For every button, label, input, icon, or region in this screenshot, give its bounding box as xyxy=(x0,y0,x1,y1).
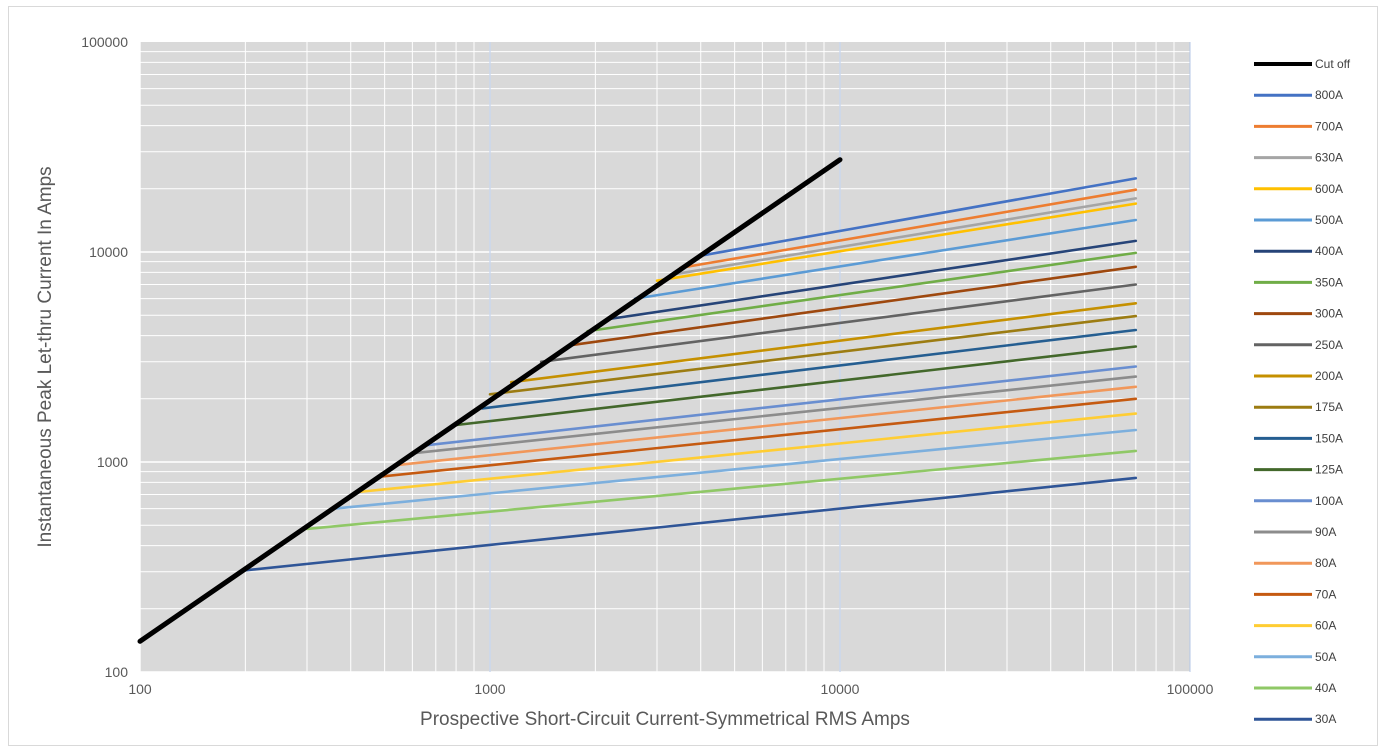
series-line-80a xyxy=(397,385,1138,467)
legend-label: 300A xyxy=(1315,307,1343,321)
legend-label: 500A xyxy=(1315,213,1343,227)
series-line-500a xyxy=(633,218,1138,300)
series-line-200a xyxy=(509,301,1138,384)
series-line-300a xyxy=(569,265,1138,347)
legend-label: 90A xyxy=(1315,525,1336,539)
series-line-800a xyxy=(699,177,1138,257)
series-line-60a xyxy=(356,412,1138,494)
x-axis-title: Prospective Short-Circuit Current-Symmet… xyxy=(420,709,910,730)
legend-label: 250A xyxy=(1315,338,1343,352)
legend-label: 50A xyxy=(1315,650,1336,664)
series-line-40a xyxy=(305,449,1138,531)
legend-label: 350A xyxy=(1315,275,1343,289)
x-tick-label: 100000 xyxy=(1167,681,1214,697)
tick-labels: 100 1000 10000 100000 100 1000 10000 100000 xyxy=(81,34,1213,697)
series-line-700a xyxy=(679,188,1138,270)
legend-label: 400A xyxy=(1315,244,1343,258)
legend-label: 125A xyxy=(1315,463,1343,477)
chart-frame: 100 1000 10000 100000 100 1000 10000 100000 Pro… xyxy=(8,6,1378,746)
legend-label: 60A xyxy=(1315,619,1336,633)
chart-svg: 100 1000 10000 100000 100 1000 10000 100000 Pro… xyxy=(35,34,1351,730)
y-tick-label: 100 xyxy=(105,664,129,680)
series-line-100a xyxy=(423,365,1138,447)
y-tick-label: 10000 xyxy=(89,244,128,260)
legend-label: 700A xyxy=(1315,119,1343,133)
x-tick-label: 1000 xyxy=(474,681,505,697)
legend-label: 40A xyxy=(1315,681,1336,695)
series-line-cut-off xyxy=(137,157,843,644)
series-line-600a xyxy=(655,202,1138,283)
series-line-400a xyxy=(608,239,1138,321)
legend-label: 630A xyxy=(1315,151,1343,165)
legend-label: 150A xyxy=(1315,431,1343,445)
series-line-90a xyxy=(411,375,1138,455)
y-tick-label: 100000 xyxy=(81,34,128,50)
legend-label: 100A xyxy=(1315,494,1343,508)
legend-label: 70A xyxy=(1315,587,1336,601)
series-line-70a xyxy=(377,397,1138,479)
x-tick-label: 100 xyxy=(128,681,152,697)
series-line-150a xyxy=(480,328,1138,410)
legend-label: 175A xyxy=(1315,400,1343,414)
y-axis-title: Instantaneous Peak Let-thru Current In A… xyxy=(35,166,56,547)
series-line-250a xyxy=(539,283,1138,364)
legend-label: 800A xyxy=(1315,88,1343,102)
legend-label: 200A xyxy=(1315,369,1343,383)
series-line-175a xyxy=(488,314,1138,396)
series-line-50a xyxy=(333,428,1138,510)
series-line-630a xyxy=(670,197,1138,277)
legend-label: Cut off xyxy=(1315,57,1351,71)
legend-label: 80A xyxy=(1315,556,1336,570)
x-tick-label: 10000 xyxy=(821,681,860,697)
plot-background xyxy=(140,42,1190,672)
series-line-350a xyxy=(586,251,1138,333)
legend: Cut off 800A 700A 630A 600A 500A 400A 350A 300A 2… xyxy=(1254,57,1351,726)
series-line-30a xyxy=(244,476,1138,572)
legend-label: 600A xyxy=(1315,182,1343,196)
series-line-125a xyxy=(454,345,1138,427)
series-lines xyxy=(137,157,1138,644)
legend-label: 30A xyxy=(1315,712,1336,726)
y-tick-label: 1000 xyxy=(97,454,128,470)
